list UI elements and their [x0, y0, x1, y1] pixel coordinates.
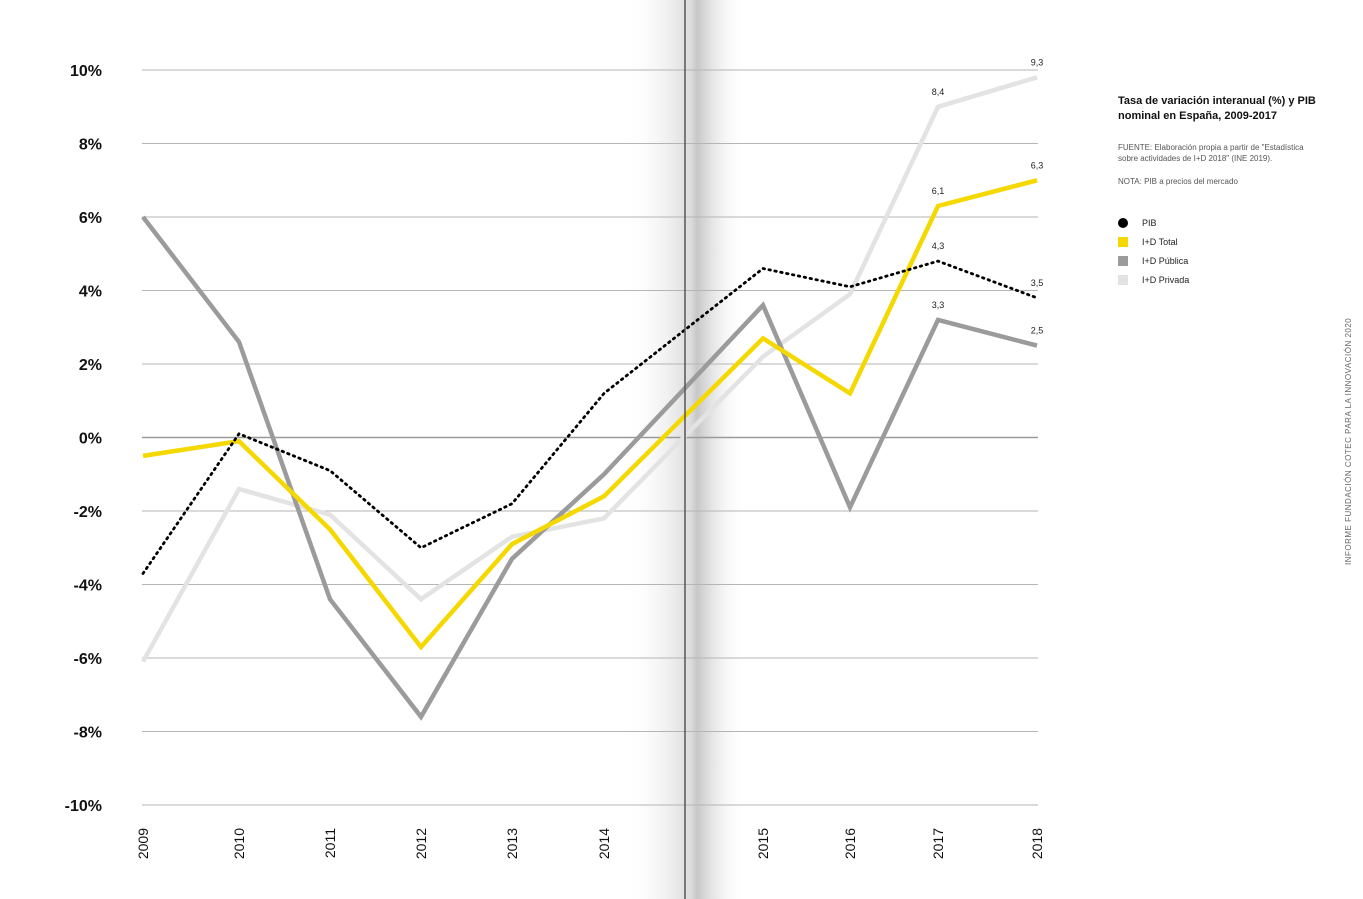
legend-item-id-total: I+D Total — [1118, 232, 1318, 251]
y-tick-label: 4% — [79, 284, 102, 301]
x-tick-label: 2014 — [596, 828, 612, 859]
y-tick-label: 6% — [79, 210, 102, 227]
y-tick-label: -2% — [74, 504, 102, 521]
legend-label-id-publica: I+D Pública — [1142, 255, 1189, 266]
y-tick-label: 8% — [79, 137, 102, 154]
data-label: 4,3 — [932, 241, 945, 251]
y-axis: 10% 8% 6% 4% 2% 0% -2% -4% -6% -8% -10% — [65, 63, 102, 815]
chart-info-panel: Tasa de variación interanual (%) y PIB n… — [1118, 94, 1318, 289]
x-tick-label: 2015 — [755, 828, 771, 859]
legend-swatch-id-total — [1118, 236, 1128, 247]
legend-swatch-pib — [1118, 217, 1128, 228]
legend-label-id-total: I+D Total — [1142, 236, 1178, 247]
y-tick-label: 0% — [79, 431, 102, 448]
gridlines — [142, 69, 1038, 806]
x-tick-label: 2011 — [322, 828, 338, 858]
chart-title: Tasa de variación interanual (%) y PIB n… — [1118, 95, 1316, 122]
legend-item-id-publica: I+D Pública — [1118, 251, 1318, 270]
x-tick-label: 2010 — [231, 828, 247, 859]
x-tick-label: 2013 — [504, 828, 520, 859]
data-label: 3,3 — [932, 300, 945, 310]
data-label: 8,4 — [932, 87, 945, 97]
legend-item-id-privada: I+D Privada — [1118, 270, 1318, 289]
x-tick-label: 2016 — [842, 828, 858, 859]
data-labels: 8,4 9,3 3,3 2,5 6,1 6,3 4,3 3,5 — [932, 57, 1044, 335]
publication-credit: INFORME FUNDACIÓN COTEC PARA LA INNOVACI… — [1344, 317, 1353, 565]
legend-label-pib: PIB — [1142, 217, 1157, 228]
series-line-i-d-p-blica — [141, 215, 1038, 721]
series-lines — [141, 75, 1039, 721]
series-line-pib — [141, 259, 1039, 575]
series-line-i-d-privada — [141, 75, 1038, 663]
y-tick-label: 10% — [70, 63, 102, 80]
data-label: 6,1 — [932, 186, 945, 196]
data-label: 9,3 — [1031, 57, 1044, 67]
x-tick-label: 2012 — [413, 828, 429, 859]
note: NOTA: PIB a precios del mercado — [1118, 177, 1238, 186]
data-label: 2,5 — [1031, 326, 1044, 336]
data-label: 3,5 — [1031, 278, 1044, 288]
x-tick-label: 2017 — [930, 828, 946, 859]
y-tick-label: -6% — [74, 651, 102, 668]
y-tick-label: -10% — [65, 798, 102, 815]
x-tick-label: 2009 — [135, 828, 151, 859]
legend: PIB I+D Total I+D Pública I+D Privada — [1118, 213, 1318, 289]
y-tick-label: -8% — [74, 725, 102, 742]
source-note: FUENTE: Elaboración propia a partir de "… — [1118, 143, 1304, 163]
x-axis: 2009 2010 2011 2012 2013 2014 2015 2016 2017 2018 — [135, 828, 1045, 859]
legend-swatch-id-privada — [1118, 274, 1128, 285]
legend-swatch-id-publica — [1118, 255, 1128, 266]
y-tick-label: 2% — [79, 357, 102, 374]
x-tick-label: 2018 — [1029, 828, 1045, 859]
y-tick-label: -4% — [74, 578, 102, 595]
legend-item-pib: PIB — [1118, 213, 1318, 232]
legend-label-id-privada: I+D Privada — [1142, 274, 1190, 285]
series-line-i-d-total — [142, 178, 1038, 651]
data-label: 6,3 — [1031, 160, 1044, 170]
